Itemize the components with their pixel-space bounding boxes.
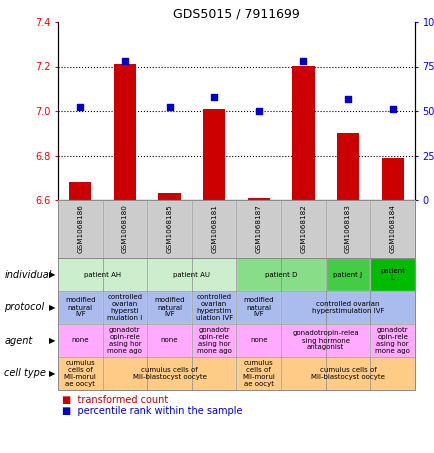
Text: gonadotr
opin-rele
asing hor
mone ago: gonadotr opin-rele asing hor mone ago [375, 327, 409, 354]
Text: GSM1068180: GSM1068180 [122, 205, 128, 253]
Text: GSM1068185: GSM1068185 [166, 205, 172, 253]
Text: patient D: patient D [264, 271, 296, 278]
Text: controlled ovarian
hyperstimulation IVF: controlled ovarian hyperstimulation IVF [311, 301, 383, 314]
Text: patient J: patient J [333, 271, 362, 278]
Text: GSM1068187: GSM1068187 [255, 205, 261, 253]
Text: ▶: ▶ [49, 270, 56, 279]
Text: none: none [72, 337, 89, 343]
Text: protocol: protocol [4, 303, 45, 313]
Text: controlled
ovarian
hyperstim
ulation IVF: controlled ovarian hyperstim ulation IVF [195, 294, 232, 321]
Text: gonadotr
opin-rele
asing hor
mone ago: gonadotr opin-rele asing hor mone ago [196, 327, 231, 354]
Text: gonadotropin-relea
sing hormone
antagonist: gonadotropin-relea sing hormone antagoni… [292, 331, 358, 351]
Bar [247, 198, 270, 200]
Text: ▶: ▶ [49, 336, 56, 345]
Text: agent: agent [4, 336, 33, 346]
Bar [158, 193, 180, 200]
Text: none: none [250, 337, 267, 343]
Text: cumulus cells of
MII-blastocyst oocyte: cumulus cells of MII-blastocyst oocyte [132, 367, 206, 380]
Text: ■  percentile rank within the sample: ■ percentile rank within the sample [62, 406, 242, 416]
Bar [114, 64, 136, 200]
Bar [336, 133, 358, 200]
Text: none: none [161, 337, 178, 343]
Text: patient AH: patient AH [84, 271, 121, 278]
Point [388, 106, 395, 113]
Text: modified
natural
IVF: modified natural IVF [154, 298, 184, 318]
Text: individual: individual [4, 270, 52, 280]
Bar [292, 67, 314, 200]
Text: modified
natural
IVF: modified natural IVF [243, 298, 273, 318]
Point [121, 58, 128, 65]
Point [210, 93, 217, 101]
Point [166, 104, 173, 111]
Text: cumulus
cells of
MII-morul
ae oocyt: cumulus cells of MII-morul ae oocyt [242, 360, 275, 387]
Text: ▶: ▶ [49, 369, 56, 378]
Text: GSM1068183: GSM1068183 [344, 205, 350, 253]
Point [299, 58, 306, 65]
Point [344, 95, 351, 102]
Text: ▶: ▶ [49, 303, 56, 312]
Point [255, 107, 262, 115]
Text: GSM1068182: GSM1068182 [300, 205, 306, 253]
Text: cumulus cells of
MII-blastocyst oocyte: cumulus cells of MII-blastocyst oocyte [310, 367, 384, 380]
Bar [69, 182, 91, 200]
Point [77, 104, 84, 111]
Text: ■  transformed count: ■ transformed count [62, 395, 168, 405]
Text: modified
natural
IVF: modified natural IVF [65, 298, 95, 318]
Title: GDS5015 / 7911699: GDS5015 / 7911699 [173, 8, 299, 21]
Text: controlled
ovarian
hypersti
mulation I: controlled ovarian hypersti mulation I [107, 294, 142, 321]
Text: gonadotr
opin-rele
asing hor
mone ago: gonadotr opin-rele asing hor mone ago [107, 327, 142, 354]
Text: patient AU: patient AU [173, 271, 210, 278]
Bar [381, 158, 403, 200]
Bar [203, 109, 225, 200]
Text: patient
L: patient L [379, 268, 404, 281]
Text: GSM1068186: GSM1068186 [77, 205, 83, 253]
Text: cumulus
cells of
MII-morul
ae oocyt: cumulus cells of MII-morul ae oocyt [64, 360, 96, 387]
Text: GSM1068184: GSM1068184 [389, 205, 395, 253]
Text: cell type: cell type [4, 368, 46, 379]
Text: GSM1068181: GSM1068181 [210, 205, 217, 253]
